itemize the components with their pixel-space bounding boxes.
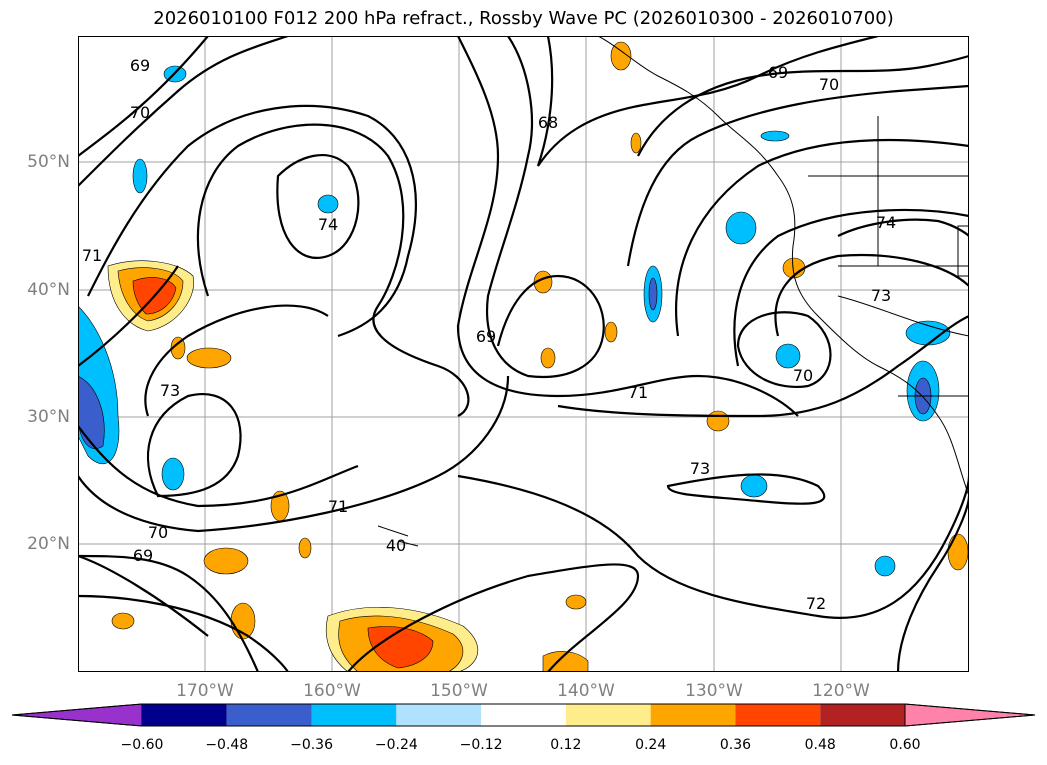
- colorbar-segment: [481, 704, 566, 726]
- map-title: 2026010100 F012 200 hPa refract., Rossby…: [153, 8, 894, 29]
- contour-label: 74: [876, 213, 896, 232]
- contour-label: 71: [328, 497, 348, 516]
- contour-label: 71: [628, 383, 648, 402]
- contour-label: 40: [386, 536, 406, 555]
- colorbar-segment: [820, 704, 905, 726]
- colorbar-segment: [735, 704, 821, 726]
- lat-label: 30°N: [27, 407, 70, 427]
- contour-label: 74: [318, 215, 338, 234]
- colorbar-tick-label: −0.60: [120, 737, 164, 753]
- lon-label: 160°W: [303, 681, 361, 701]
- lat-label: 20°N: [27, 534, 70, 554]
- colorbar-tick-label: −0.48: [205, 737, 249, 753]
- map-border: [78, 36, 969, 672]
- contour-label: 73: [690, 459, 710, 478]
- contour-label: 69: [768, 63, 788, 82]
- colorbar-tick-label: 0.60: [889, 737, 921, 753]
- colorbar-tick-label: −0.36: [290, 737, 333, 753]
- lat-label: 50°N: [27, 152, 70, 172]
- colorbar-tick-label: −0.24: [374, 737, 418, 753]
- colorbar-segment: [226, 704, 312, 726]
- colorbar-tick-label: 0.12: [550, 737, 582, 753]
- map-canvas: 69 70 71 73 74 69 68 69 70 74 73 71 73 7…: [78, 36, 969, 672]
- colorbar-segment: [396, 704, 482, 726]
- colorbar: [11, 703, 1036, 727]
- contour-lines: [78, 36, 969, 672]
- contour-label: 70: [793, 366, 813, 385]
- contour-label: 69: [133, 546, 153, 565]
- colorbar-segment: [311, 704, 397, 726]
- colorbar-segment: [650, 704, 736, 726]
- colorbar-tick-label: 0.36: [719, 737, 752, 753]
- contour-label: 70: [130, 103, 150, 122]
- colorbar-segment: [142, 704, 227, 726]
- contour-label: 73: [160, 381, 180, 400]
- lat-label: 40°N: [27, 280, 70, 300]
- lon-label: 140°W: [557, 681, 615, 701]
- contour-label: 68: [538, 113, 558, 132]
- contour-label: 70: [819, 75, 839, 94]
- contour-label: 72: [806, 594, 826, 613]
- colorbar-tick-label: −0.12: [459, 737, 503, 753]
- lon-label: 120°W: [812, 681, 870, 701]
- colorbar-tick-label: 0.48: [804, 737, 836, 753]
- lon-label: 150°W: [430, 681, 488, 701]
- colorbar-segment: [565, 704, 651, 726]
- contour-label: 70: [148, 523, 168, 542]
- colorbar-extend-high: [904, 703, 1036, 727]
- map-frame: 69 70 71 73 74 69 68 69 70 74 73 71 73 7…: [27, 36, 969, 672]
- contour-labels: 69 70 71 73 74 69 68 69 70 74 73 71 73 7…: [82, 56, 896, 613]
- contour-label: 71: [82, 246, 102, 265]
- coastlines: [377, 36, 969, 547]
- contour-label: 69: [476, 327, 496, 346]
- lon-label: 130°W: [685, 681, 743, 701]
- contour-label: 73: [871, 286, 891, 305]
- lon-label: 170°W: [176, 681, 234, 701]
- colorbar-extend-low: [11, 703, 143, 727]
- contour-label: 69: [130, 56, 150, 75]
- colorbar-outline: [11, 703, 1036, 727]
- colorbar-tick-label: 0.24: [635, 737, 667, 753]
